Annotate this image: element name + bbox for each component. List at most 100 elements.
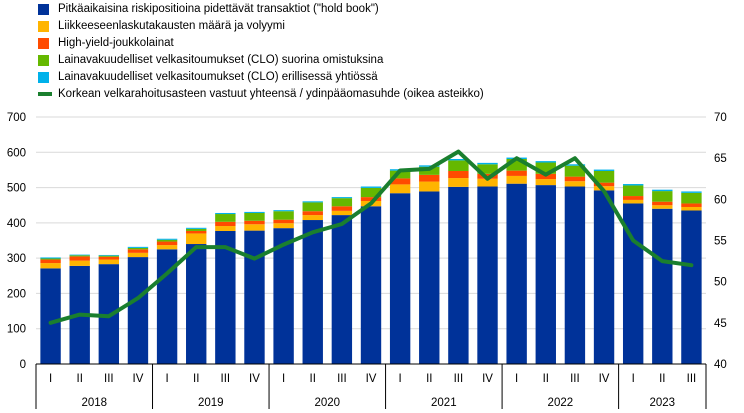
y-left-tick-label: 100 <box>7 324 26 336</box>
bar-segment <box>186 230 207 234</box>
bar-segment <box>244 220 265 225</box>
bar-segment <box>302 201 323 203</box>
bar-segment <box>477 186 498 364</box>
bar-segment <box>622 184 644 186</box>
bar-segment <box>535 162 556 174</box>
bar-segment <box>477 162 498 165</box>
legend-swatch <box>38 72 49 83</box>
bar-segment <box>477 178 498 187</box>
bar-segment <box>40 263 61 269</box>
bar-segment <box>302 211 323 216</box>
bar-segment <box>186 227 207 229</box>
bar-segment <box>506 170 527 176</box>
bar-segment <box>681 191 702 193</box>
legend-swatch <box>38 38 49 49</box>
bar-segment <box>448 158 469 161</box>
bar-segment <box>215 212 236 215</box>
x-tick-label: II <box>310 373 316 385</box>
y-left-tick-label: 700 <box>7 112 26 124</box>
bar-segment <box>273 211 294 220</box>
legend-swatch <box>38 55 49 66</box>
x-tick-label: IV <box>249 373 260 385</box>
bar-segment <box>506 175 527 184</box>
legend-label: Lainavakuudelliset velkasitoumukset (CLO… <box>58 54 384 66</box>
bar-segment <box>40 268 61 364</box>
bar-segment <box>652 201 673 206</box>
bar-segment <box>215 214 236 222</box>
bar-segment <box>331 210 353 216</box>
bar-segment <box>215 226 236 231</box>
bar-segment <box>506 158 527 171</box>
y-right-tick-label: 40 <box>714 359 727 371</box>
bar-segment <box>360 206 382 364</box>
bar-segment <box>622 185 644 197</box>
bar-series <box>40 157 702 364</box>
bar-segment <box>244 211 265 213</box>
legend-swatch <box>38 92 52 96</box>
legend-label: Lainavakuudelliset velkasitoumukset (CLO… <box>58 71 378 83</box>
bar-segment <box>564 181 586 187</box>
bar-segment <box>244 224 265 231</box>
bar-segment <box>244 230 265 364</box>
x-tick-label: IV <box>599 373 610 385</box>
bar-segment <box>681 206 702 211</box>
x-tick-label: III <box>221 373 231 385</box>
bar-segment <box>69 260 90 266</box>
bar-segment <box>448 170 469 179</box>
bar-segment <box>156 241 178 246</box>
y-right-tick-label: 45 <box>714 318 727 330</box>
x-year-label: 2022 <box>548 397 574 409</box>
x-tick-label: IV <box>133 373 144 385</box>
bar-segment <box>564 186 586 364</box>
bar-segment <box>448 186 469 364</box>
bar-segment <box>652 208 673 364</box>
bar-segment <box>69 256 90 261</box>
x-tick-label: II <box>77 373 83 385</box>
bar-segment <box>331 206 353 211</box>
bar-segment <box>360 197 382 201</box>
bar-segment <box>331 198 353 207</box>
y-left-tick-label: 0 <box>20 359 26 371</box>
bar-segment <box>127 249 149 253</box>
bar-segment <box>681 203 702 207</box>
y-right-tick-label: 70 <box>714 112 727 124</box>
bar-segment <box>127 252 149 258</box>
y-left-tick-label: 400 <box>7 218 26 230</box>
bar-segment <box>40 257 61 259</box>
legend-label: High-yield-joukkolainat <box>58 37 174 49</box>
legend-swatch <box>38 21 49 32</box>
x-year-label: 2021 <box>431 397 457 409</box>
bar-segment <box>593 182 615 187</box>
legend-label: Pitkäaikaisina riskipositioina pidettävä… <box>58 3 379 15</box>
y-right-tick-label: 55 <box>714 236 727 248</box>
y-left-tick-label: 300 <box>7 253 26 265</box>
bar-segment <box>448 160 469 171</box>
bar-segment <box>622 199 644 204</box>
bar-segment <box>127 246 149 248</box>
x-tick-label: II <box>659 373 665 385</box>
x-year-label: 2020 <box>315 397 341 409</box>
y-left-tick-label: 600 <box>7 147 26 159</box>
bar-segment <box>156 238 178 240</box>
x-tick-label: IV <box>366 373 377 385</box>
bar-segment <box>186 233 207 245</box>
line-series-path <box>48 149 694 325</box>
bar-segment <box>40 259 61 264</box>
bar-segment <box>622 196 644 200</box>
y-right-tick-label: 65 <box>714 153 727 165</box>
bar-segment <box>215 221 236 227</box>
bar-segment <box>564 176 586 182</box>
bar-segment <box>98 255 120 257</box>
bar-segment <box>156 245 178 250</box>
bar-segment <box>360 186 382 188</box>
bar-segment <box>127 247 149 250</box>
bar-segment <box>419 165 440 167</box>
bar-segment <box>302 215 323 221</box>
bar-segment <box>360 187 382 198</box>
bar-segment <box>156 239 178 242</box>
bar-segment <box>419 191 440 364</box>
bar-segment <box>331 215 353 364</box>
bar-segment <box>652 191 673 202</box>
bar-segment <box>448 178 469 187</box>
x-year-label: 2023 <box>650 397 676 409</box>
